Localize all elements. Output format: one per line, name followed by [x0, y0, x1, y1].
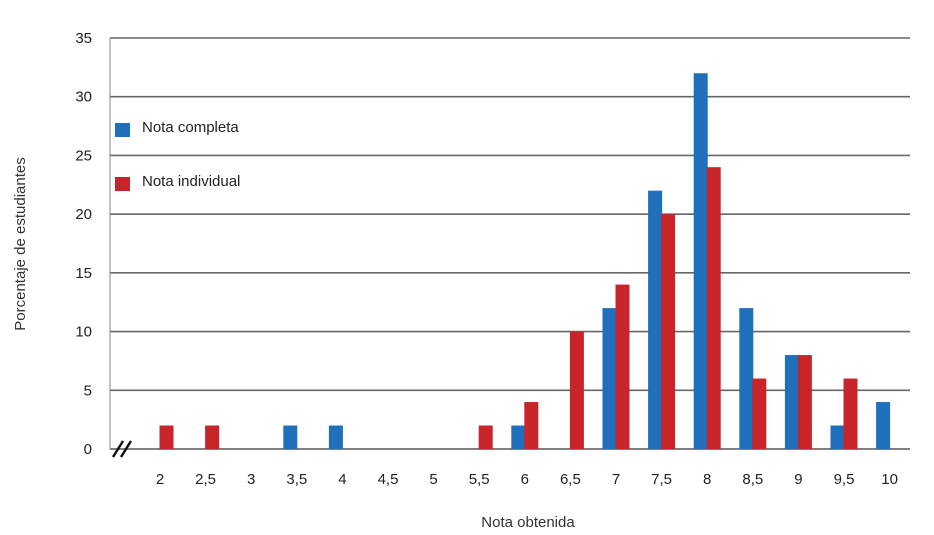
- bar-completa-10: [876, 402, 891, 449]
- x-tick-label: 7: [612, 471, 620, 488]
- x-tick-label: 7,5: [651, 471, 672, 488]
- axis-break-stroke: [119, 440, 133, 458]
- axis-break-mark: [111, 440, 133, 458]
- bar-individual-8-5: [752, 378, 767, 449]
- bar-individual-9-5: [843, 378, 858, 449]
- axis-break-stroke: [111, 440, 125, 458]
- bar-individual-2: [159, 425, 174, 449]
- y-tick-labels: 0 5 10 15 20 25 30 35: [75, 30, 92, 458]
- legend-label: Nota individual: [142, 173, 240, 190]
- x-tick-label: 9,5: [834, 471, 855, 488]
- legend: Nota completa Nota individual: [115, 119, 240, 191]
- bar-completa-8-5: [739, 308, 754, 449]
- x-tick-label: 6,5: [560, 471, 581, 488]
- bar-completa-7: [602, 308, 617, 449]
- y-tick-label: 30: [75, 89, 92, 106]
- bar-completa-6: [511, 425, 526, 449]
- x-tick-label: 5: [429, 471, 437, 488]
- legend-swatch: [115, 123, 130, 137]
- y-tick-label: 5: [84, 382, 92, 399]
- grid-lines: [109, 37, 910, 450]
- bar-completa-8: [693, 73, 708, 449]
- x-tick-label: 3,5: [286, 471, 307, 488]
- x-tick-label: 4,5: [378, 471, 399, 488]
- legend-swatch: [115, 177, 130, 191]
- bar-completa-3-5: [283, 425, 298, 449]
- x-tick-label: 5,5: [469, 471, 490, 488]
- x-tick-label: 6: [521, 471, 529, 488]
- y-tick-label: 10: [75, 324, 92, 341]
- bar-individual-5-5: [478, 425, 493, 449]
- bar-individual-6: [524, 402, 539, 449]
- bar-completa-4: [328, 425, 343, 449]
- x-tick-label: 9: [794, 471, 802, 488]
- bar-individual-8: [706, 167, 721, 449]
- x-tick-label: 8: [703, 471, 711, 488]
- x-tick-labels: 2 2,5 3 3,5 4 4,5 5 5,5 6 6,5 7 7,5 8 8,5 9 9,5 10: [156, 471, 898, 488]
- y-tick-label: 0: [84, 441, 92, 458]
- y-tick-label: 20: [75, 206, 92, 223]
- bar-completa-9: [784, 355, 799, 449]
- bar-individual-7: [615, 284, 630, 449]
- y-tick-label: 15: [75, 265, 92, 282]
- x-tick-label: 2: [156, 471, 164, 488]
- y-tick-label: 35: [75, 30, 92, 47]
- x-tick-label: 8,5: [742, 471, 763, 488]
- x-tick-label: 10: [881, 471, 898, 488]
- legend-label: Nota completa: [142, 119, 239, 136]
- bar-completa-9-5: [830, 425, 845, 449]
- bar-individual-9: [797, 355, 812, 449]
- x-axis-title: Nota obtenida: [481, 514, 575, 531]
- y-tick-label: 25: [75, 147, 92, 164]
- bar-completa-7-5: [648, 190, 663, 449]
- bar-individual-2-5: [205, 425, 220, 449]
- bar-individual-7-5: [661, 214, 676, 449]
- x-tick-label: 4: [338, 471, 346, 488]
- x-tick-label: 2,5: [195, 471, 216, 488]
- y-axis-title: Porcentaje de estudiantes: [12, 157, 29, 330]
- bars: [159, 73, 891, 449]
- x-tick-label: 3: [247, 471, 255, 488]
- bar-individual-6-5: [569, 331, 584, 449]
